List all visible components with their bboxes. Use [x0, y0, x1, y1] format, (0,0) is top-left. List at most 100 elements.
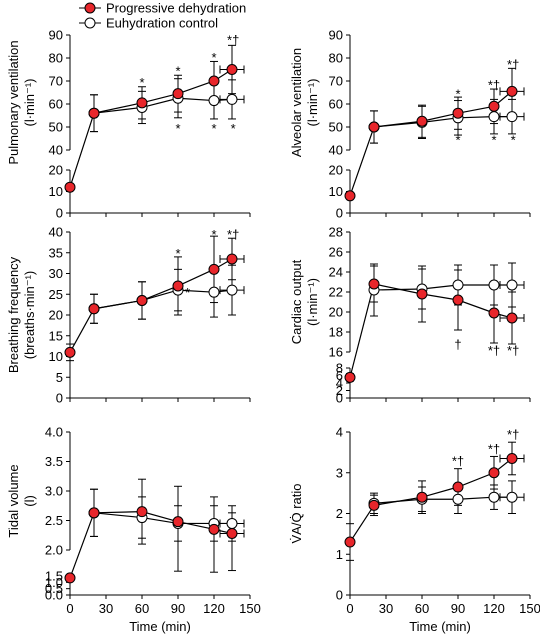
- point-dehydration: [136, 506, 148, 518]
- y-tick-label: 0: [336, 391, 343, 406]
- x-tick-label: 30: [99, 601, 113, 616]
- point-dehydration: [488, 100, 500, 112]
- point-dehydration: [208, 75, 220, 87]
- point-dehydration: [64, 346, 76, 358]
- y-tick-label: 3: [336, 465, 343, 480]
- y-tick-label: 0: [336, 588, 343, 603]
- significance-marker: *†: [507, 427, 519, 442]
- point-dehydration: [64, 572, 76, 584]
- significance-marker: *†: [227, 33, 239, 48]
- y-tick-label: 90: [49, 28, 63, 43]
- significance-marker: †: [454, 337, 461, 352]
- legend-label-dehydration: Progressive dehydration: [106, 1, 246, 16]
- significance-marker: *: [455, 87, 460, 102]
- y-tick-label: 40: [329, 143, 343, 158]
- point-dehydration: [506, 452, 518, 464]
- point-dehydration: [64, 181, 76, 193]
- point-dehydration: [368, 499, 380, 511]
- x-tick-label: 60: [135, 601, 149, 616]
- significance-marker: *: [175, 64, 180, 79]
- x-tick-label: 120: [483, 601, 505, 616]
- y-tick-label: 35: [49, 245, 63, 260]
- y-tick-label: 6: [336, 368, 343, 383]
- point-dehydration: [368, 121, 380, 133]
- x-tick-label: 90: [451, 601, 465, 616]
- x-tick-label: 0: [346, 601, 353, 616]
- significance-marker: *†: [488, 441, 500, 456]
- significance-marker: *: [455, 133, 460, 148]
- point-dehydration: [226, 64, 238, 75]
- point-dehydration: [452, 481, 464, 493]
- point-dehydration: [506, 85, 518, 97]
- y-tick-label: 20: [329, 305, 343, 320]
- y-tick-label: 4.0: [45, 425, 63, 440]
- y-tick-label: 28: [329, 225, 343, 240]
- significance-marker: *: [175, 246, 180, 261]
- point-control: [226, 93, 238, 105]
- significance-marker: *†: [488, 77, 500, 92]
- point-dehydration: [88, 303, 100, 315]
- point-control: [452, 493, 464, 505]
- y-tick-label: 2.0: [45, 543, 63, 558]
- point-control: [208, 286, 220, 298]
- y-tick-label: 25: [49, 287, 63, 302]
- significance-marker: *†: [488, 343, 500, 358]
- y-tick-label: 24: [329, 265, 343, 280]
- point-control: [488, 111, 500, 123]
- y-tick-label: 2.5: [45, 513, 63, 528]
- panel-ve: 40 50 60 70 80 90 0 10 20 Pulmonary ventilation(l…: [6, 28, 251, 221]
- y-tick-label: 40: [49, 225, 63, 240]
- legend: Progressive dehydration Euhydration cont…: [79, 1, 246, 31]
- y-axis-label-va: Alveolar ventilation(l·min⁻¹): [289, 48, 320, 157]
- y-tick-label: 0: [56, 206, 63, 221]
- significance-marker: *: [139, 75, 144, 90]
- significance-marker: *: [185, 285, 190, 300]
- point-dehydration: [136, 97, 148, 109]
- significance-marker: *†: [227, 227, 239, 242]
- point-dehydration: [416, 115, 428, 127]
- y-tick-label: 1: [336, 547, 343, 562]
- point-control: [226, 517, 238, 529]
- legend-marker-dehydration: [84, 2, 96, 14]
- y-axis-label-co: Cardiac output(l·min⁻¹): [289, 259, 320, 344]
- y-tick-label: 0: [56, 391, 63, 406]
- point-dehydration: [172, 88, 184, 100]
- y-tick-label: 3.5: [45, 454, 63, 469]
- y-tick-label: 10: [49, 349, 63, 364]
- significance-marker: *: [211, 50, 216, 65]
- y-tick-label: 20: [49, 163, 63, 178]
- y-tick-label: 0.5: [45, 581, 63, 596]
- point-dehydration: [88, 107, 100, 119]
- y-tick-label: 2: [336, 506, 343, 521]
- y-tick-label: 70: [329, 74, 343, 89]
- y-tick-label: 1.5: [45, 569, 63, 584]
- legend-marker-control: [84, 17, 96, 29]
- y-axis-label-vq: V̇A/Q̇ ratio: [289, 484, 304, 544]
- y-tick-label: 20: [49, 308, 63, 323]
- point-dehydration: [226, 253, 238, 265]
- y-tick-label: 20: [329, 163, 343, 178]
- y-tick-label: 10: [49, 184, 63, 199]
- point-control: [506, 111, 518, 123]
- significance-marker: *: [491, 133, 496, 148]
- y-tick-label: 60: [49, 97, 63, 112]
- point-dehydration: [208, 523, 220, 535]
- point-control: [452, 279, 464, 291]
- significance-marker: *†: [507, 343, 519, 358]
- panel-va: 40 50 60 70 80 90 0 10 20 Alveolar ventilation(l·…: [289, 28, 531, 221]
- y-tick-label: 8: [336, 361, 343, 376]
- point-dehydration: [208, 263, 220, 275]
- point-dehydration: [344, 536, 356, 548]
- y-tick-label: 0.0: [45, 588, 63, 603]
- point-dehydration: [172, 280, 184, 292]
- x-tick-label: 60: [415, 601, 429, 616]
- significance-marker: *: [231, 121, 236, 136]
- y-tick-label: 50: [329, 120, 343, 135]
- significance-marker: *†: [507, 57, 519, 72]
- x-tick-label: 150: [239, 601, 261, 616]
- point-control: [506, 491, 518, 503]
- point-dehydration: [136, 294, 148, 306]
- point-dehydration: [416, 288, 428, 300]
